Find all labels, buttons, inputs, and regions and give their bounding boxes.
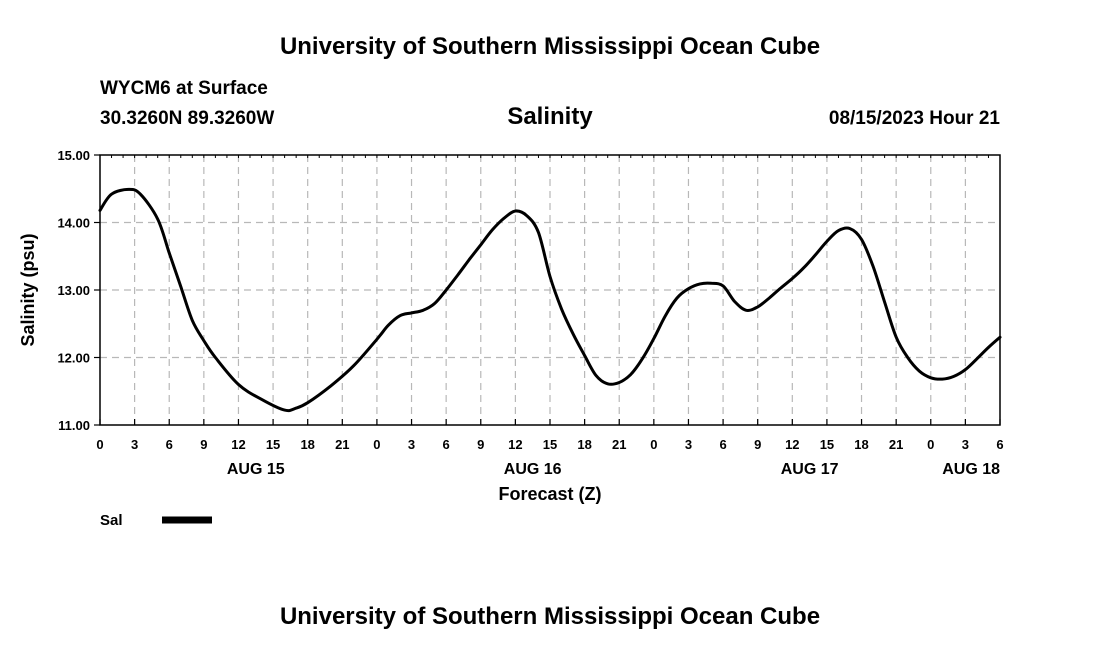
y-tick-label: 11.00 — [58, 418, 90, 433]
x-tick-label: 3 — [685, 437, 692, 452]
x-tick-label: 18 — [300, 437, 314, 452]
x-tick-label: 9 — [200, 437, 207, 452]
footer-title: University of Southern Mississippi Ocean… — [280, 603, 820, 630]
x-tick-label: 18 — [577, 437, 591, 452]
x-tick-label: 18 — [854, 437, 868, 452]
y-axis-label: Salinity (psu) — [18, 233, 38, 346]
x-tick-label: 9 — [477, 437, 484, 452]
grid — [100, 155, 1000, 425]
forecast-datetime: 08/15/2023 Hour 21 — [829, 108, 1001, 129]
x-tick-label: 21 — [889, 437, 903, 452]
x-tick-label: 6 — [719, 437, 726, 452]
x-tick-label: 0 — [650, 437, 657, 452]
x-tick-labels: 0 3 6 9 12 15 18 21 0 3 6 9 12 15 18 21 0 3 6 9 12 15 18 21 0 3 6 — [96, 437, 1003, 452]
x-tick-label: 15 — [543, 437, 557, 452]
station-coords: 30.3260N 89.3260W — [100, 108, 274, 129]
x-tick-label: 15 — [820, 437, 834, 452]
series-line-sal — [98, 187, 1002, 413]
chart-title: University of Southern Mississippi Ocean… — [280, 33, 820, 60]
x-tick-label: 21 — [335, 437, 349, 452]
x-tick-label: 12 — [785, 437, 799, 452]
day-label: AUG 17 — [781, 461, 839, 478]
x-tick-label: 12 — [508, 437, 522, 452]
axis-ticks — [94, 154, 1001, 426]
x-tick-label: 6 — [996, 437, 1003, 452]
station-name: WYCM6 at Surface — [100, 78, 268, 99]
variable-title: Salinity — [507, 103, 593, 130]
x-axis-label: Forecast (Z) — [498, 484, 601, 504]
x-tick-label: 3 — [131, 437, 138, 452]
x-tick-label: 3 — [408, 437, 415, 452]
x-tick-label: 12 — [231, 437, 245, 452]
y-tick-label: 13.00 — [57, 283, 90, 298]
legend-label: Sal — [100, 512, 123, 529]
x-tick-label: 21 — [612, 437, 626, 452]
y-tick-label: 15.00 — [57, 148, 90, 163]
day-label: AUG 18 — [942, 461, 1000, 478]
x-tick-label: 3 — [962, 437, 969, 452]
x-tick-label: 15 — [266, 437, 280, 452]
y-tick-label: 14.00 — [57, 216, 90, 231]
day-labels: AUG 15 AUG 16 AUG 17 AUG 18 — [227, 461, 1000, 478]
x-tick-label: 6 — [166, 437, 173, 452]
day-label: AUG 15 — [227, 461, 285, 478]
x-tick-label: 0 — [373, 437, 380, 452]
x-tick-label: 0 — [927, 437, 934, 452]
day-label: AUG 16 — [504, 461, 562, 478]
y-tick-label: 12.00 — [57, 351, 90, 366]
x-tick-label: 6 — [443, 437, 450, 452]
x-tick-label: 9 — [754, 437, 761, 452]
x-tick-label: 0 — [96, 437, 103, 452]
y-tick-labels: 11.00 12.00 13.00 14.00 15.00 — [57, 148, 90, 433]
